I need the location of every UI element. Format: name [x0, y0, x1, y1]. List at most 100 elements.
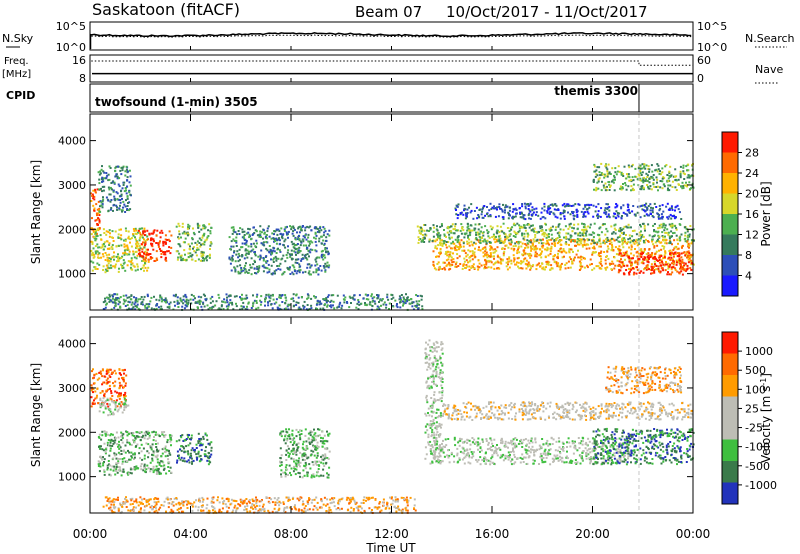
velocity-cell [125, 460, 128, 463]
velocity-cell [94, 390, 97, 393]
power-cell [672, 175, 675, 178]
velocity-cell [168, 450, 170, 452]
power-cell [614, 178, 616, 181]
power-cell [322, 307, 325, 310]
power-cell [619, 260, 622, 263]
power-cell [113, 255, 116, 258]
power-cell [617, 249, 620, 252]
velocity-cell [151, 457, 154, 460]
power-cell [607, 215, 610, 218]
velocity-cell [209, 455, 212, 458]
power-cell [470, 203, 473, 206]
power-cell [550, 247, 553, 250]
power-cell [682, 265, 685, 268]
velocity-cell [156, 461, 159, 464]
power-cell [591, 268, 594, 271]
power-cell [202, 251, 205, 254]
velocity-cell [164, 434, 167, 436]
power-cell [378, 301, 380, 303]
power-cell [190, 258, 193, 261]
power-cell [523, 226, 526, 229]
power-cell [681, 258, 684, 261]
power-cell [229, 301, 232, 304]
power-cell [378, 308, 381, 311]
power-cell [535, 264, 538, 267]
power-cell [116, 293, 119, 296]
power-cell [149, 300, 152, 303]
velocity-cell [122, 369, 125, 372]
power-cell [664, 269, 667, 272]
velocity-cell [144, 470, 146, 473]
power-cell [546, 260, 549, 263]
power-cell [306, 253, 309, 256]
power-cell [248, 236, 251, 239]
power-cell [669, 252, 672, 255]
power-cell [254, 254, 257, 257]
power-cell [421, 295, 423, 298]
power-cell [117, 303, 120, 306]
power-cell [530, 224, 533, 227]
power-cell [564, 263, 567, 266]
power-cell [185, 300, 188, 303]
power-cell [110, 308, 113, 311]
power-cell [338, 303, 341, 306]
velocity-cell [147, 443, 150, 446]
power-cell [447, 255, 450, 258]
power-cell [436, 263, 439, 265]
power-cell [625, 241, 628, 244]
power-cell [468, 268, 471, 271]
power-cell [121, 255, 124, 258]
power-cell [104, 306, 107, 309]
power-cell [98, 246, 101, 249]
power-cell [664, 250, 667, 253]
power-cell [686, 240, 689, 243]
velocity-cell [152, 468, 155, 470]
power-cell [669, 263, 672, 266]
power-cell [488, 255, 490, 258]
power-cell [141, 255, 144, 258]
power-cell [152, 231, 155, 234]
power-cell [505, 265, 508, 268]
velocity-cell [129, 458, 132, 461]
power-cell [115, 175, 118, 178]
velocity-cell [112, 457, 115, 460]
power-cell [628, 273, 631, 276]
power-cell [314, 264, 317, 267]
power-cell [306, 297, 309, 300]
power-cell [533, 240, 536, 243]
power-cell [105, 196, 108, 199]
velocity-cell [117, 460, 120, 463]
power-cell [641, 163, 644, 166]
power-cell [637, 184, 640, 187]
power-cell [166, 306, 169, 309]
power-cell [268, 251, 271, 254]
velocity-cell [129, 443, 131, 446]
power-cell [530, 254, 533, 257]
power-cell [667, 262, 670, 265]
power-cell [98, 218, 101, 221]
velocity-cell [113, 441, 116, 444]
velocity-cell [167, 466, 170, 468]
power-cell [97, 200, 100, 203]
power-cell [143, 295, 146, 298]
power-cell [680, 270, 683, 273]
power-cell [535, 255, 538, 258]
power-cell [471, 229, 474, 232]
velocity-cell [114, 437, 117, 440]
power-cell [125, 189, 127, 192]
power-cell [650, 188, 653, 191]
power-cell [685, 227, 688, 230]
power-cell [630, 264, 632, 267]
velocity-cell [152, 430, 155, 433]
power-cell [315, 303, 318, 306]
power-cell [118, 228, 121, 231]
power-cell [243, 237, 246, 240]
power-cell [572, 214, 575, 217]
power-cell [684, 237, 687, 240]
power-cell [187, 223, 190, 226]
power-cell [193, 250, 196, 253]
power-cell [257, 255, 260, 258]
power-cell [235, 302, 237, 305]
power-cell [127, 237, 130, 240]
power-cell [90, 249, 93, 252]
